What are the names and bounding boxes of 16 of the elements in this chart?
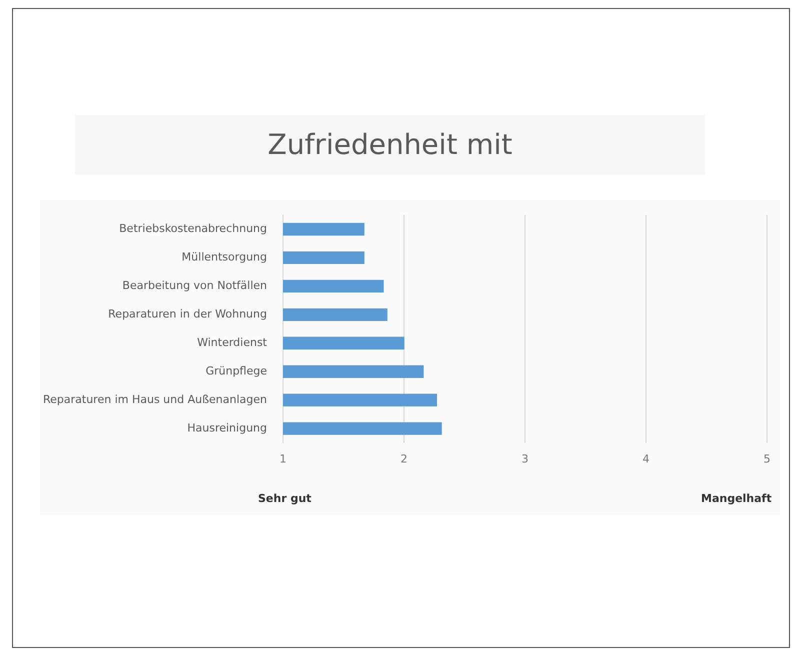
y-tick-label: Winterdienst — [197, 336, 268, 349]
chart-title: Zufriedenheit mit — [75, 115, 705, 175]
y-tick-label: Reparaturen im Haus und Außenanlagen — [42, 392, 268, 406]
x-tick-label: 5 — [764, 452, 770, 466]
text: Sehr gut — [258, 492, 312, 505]
y-tick-label: Grünpflege — [206, 364, 268, 378]
y-tick-label: Betriebskostenabrechnung — [119, 222, 267, 236]
y-tick-label: Bearbeitung von Notfällen — [122, 279, 268, 292]
y-tick-label: Müllentsorgung — [182, 250, 267, 264]
x-tick-label: 3 — [522, 452, 528, 466]
x-tick-label: 4 — [642, 452, 650, 466]
x-tick-label: 1 — [280, 452, 286, 466]
y-tick-label: Hausreinigung — [187, 421, 267, 434]
x-tick-label: 2 — [400, 452, 408, 466]
text: Mangelhaft — [701, 492, 772, 505]
y-tick-label: Reparaturen in der Wohnung — [108, 308, 267, 321]
